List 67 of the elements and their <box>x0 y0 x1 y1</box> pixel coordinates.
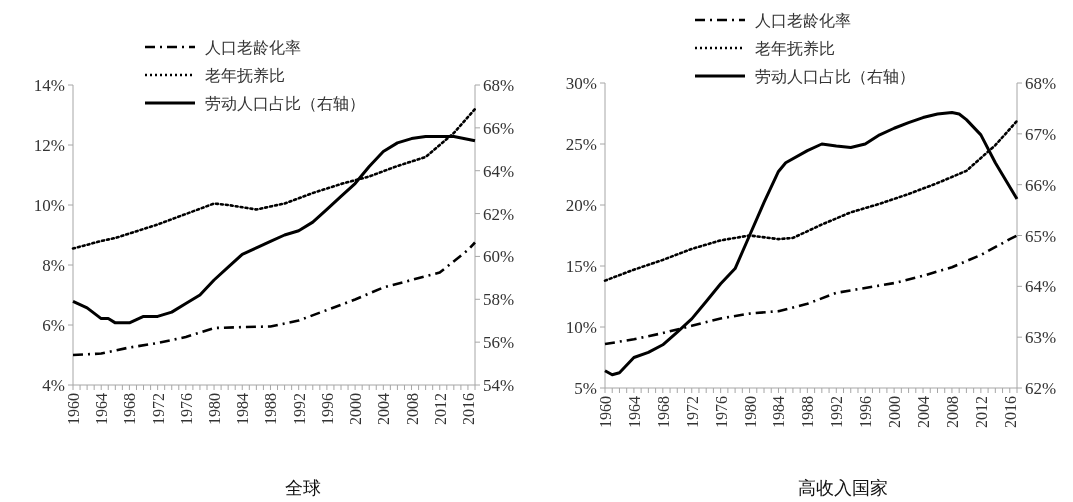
x-tick-label: 1992 <box>828 396 846 428</box>
x-tick-label: 1964 <box>93 393 111 425</box>
x-tick-label: 2008 <box>403 393 421 425</box>
legend-label: 人口老龄化率 <box>755 11 851 30</box>
line-series <box>603 110 1019 377</box>
x-tick-label: 1988 <box>262 393 280 425</box>
text: 全球 <box>285 477 321 498</box>
y-tick-label: 8% <box>42 256 65 275</box>
legend-label: 劳动人口占比（右轴） <box>205 94 365 113</box>
legend-label: 老年抚养比 <box>205 66 285 85</box>
y2-tick-label: 60% <box>483 247 515 267</box>
y2-tick-label: 65% <box>1025 226 1057 246</box>
y2-tick-label: 66% <box>483 118 515 138</box>
x-tick-label: 2000 <box>347 393 365 425</box>
y-tick-label: 4% <box>42 376 65 395</box>
legend-label: 劳动人口占比（右轴） <box>755 67 915 86</box>
y-tick-label: 14% <box>33 76 65 95</box>
y-tick-label: 10% <box>565 318 597 337</box>
x-tick-label: 2004 <box>375 393 393 425</box>
y-tick-label: 25% <box>565 135 597 154</box>
x-tick-label: 2016 <box>459 393 477 425</box>
y-tick-label: 6% <box>42 316 65 335</box>
x-tick-label: 1988 <box>799 396 817 428</box>
x-tick-label: 1968 <box>654 396 672 428</box>
legend-label: 人口老龄化率 <box>205 38 301 57</box>
y-tick-label: 12% <box>33 136 65 155</box>
y-tick-label: 5% <box>574 379 597 398</box>
x-tick-label: 1992 <box>290 393 308 425</box>
legend-label: 老年抚养比 <box>755 39 835 58</box>
y-tick-label: 15% <box>565 257 597 276</box>
x-tick-label: 1980 <box>206 393 224 425</box>
x-tick-label: 1960 <box>65 393 82 425</box>
x-tick-label: 1968 <box>121 393 139 425</box>
y2-tick-label: 68% <box>483 76 515 95</box>
x-tick-label: 2000 <box>886 396 904 428</box>
y2-tick-label: 62% <box>1025 379 1057 398</box>
y2-tick-label: 64% <box>1025 277 1057 297</box>
x-tick-label: 2016 <box>1001 396 1019 428</box>
y2-tick-label: 66% <box>1025 175 1057 195</box>
x-tick-label: 2012 <box>431 393 449 425</box>
x-tick-label: 2004 <box>915 396 933 428</box>
x-tick-label: 1980 <box>741 396 759 428</box>
x-tick-label: 1996 <box>318 393 336 425</box>
y2-tick-label: 56% <box>483 333 515 353</box>
y-tick-label: 20% <box>565 196 597 215</box>
y2-tick-label: 63% <box>1025 328 1057 348</box>
y-tick-label: 10% <box>33 196 65 215</box>
x-tick-label: 2008 <box>943 396 961 428</box>
x-tick-label: 2012 <box>972 396 990 428</box>
x-tick-label: 1972 <box>683 396 701 428</box>
x-tick-label: 1984 <box>234 393 252 425</box>
text: 高收入国家 <box>798 477 888 498</box>
line-series <box>71 241 477 357</box>
x-tick-label: 1976 <box>712 396 730 428</box>
y-tick-label: 30% <box>565 74 597 93</box>
y2-tick-label: 62% <box>483 204 515 224</box>
y2-tick-label: 64% <box>483 161 515 181</box>
y2-tick-label: 54% <box>483 376 515 395</box>
x-tick-label: 1996 <box>857 396 875 428</box>
x-tick-label: 1964 <box>625 396 643 428</box>
x-tick-label: 1984 <box>770 396 788 428</box>
y2-tick-label: 58% <box>483 290 515 310</box>
x-tick-label: 1960 <box>597 396 614 428</box>
y2-tick-label: 68% <box>1025 74 1057 93</box>
x-tick-label: 1976 <box>177 393 195 425</box>
y2-tick-label: 67% <box>1025 124 1057 144</box>
x-tick-label: 1972 <box>149 393 167 425</box>
